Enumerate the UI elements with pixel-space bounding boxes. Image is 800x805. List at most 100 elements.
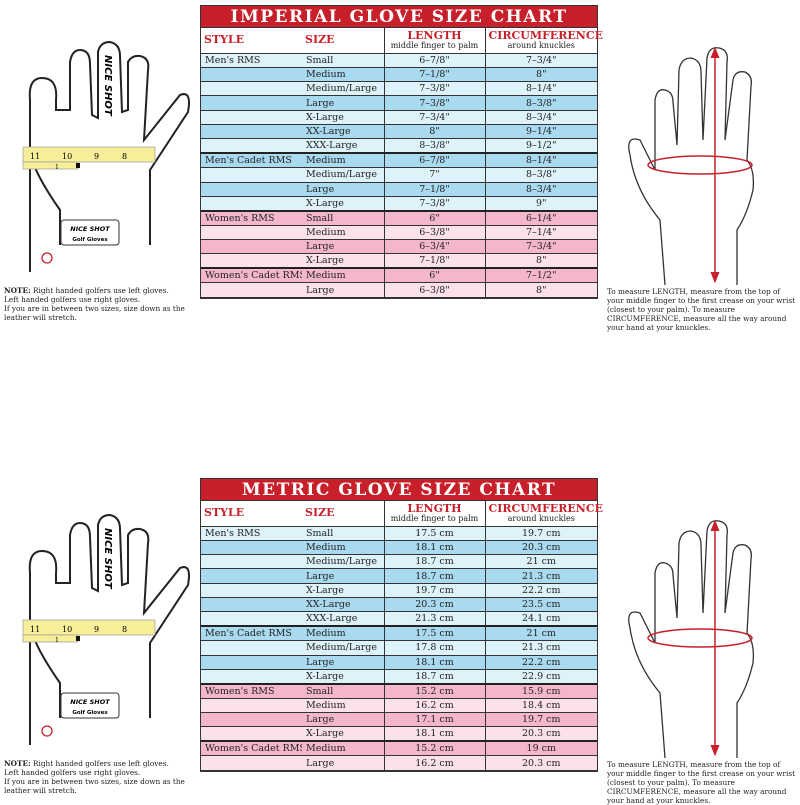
cell-circ: 21.3 cm xyxy=(484,568,597,584)
svg-text:10: 10 xyxy=(62,152,72,161)
cell-length: 18.1 cm xyxy=(383,655,485,670)
table-row: X-Large 7–1/8" 8" xyxy=(201,253,597,269)
cell-style xyxy=(201,640,302,656)
cell-length: 8" xyxy=(383,124,485,140)
header-size: SIZE xyxy=(302,28,384,54)
cell-length: 18.1 cm xyxy=(383,540,485,556)
cell-circ: 21.3 cm xyxy=(484,640,597,656)
hand-measure-illustration xyxy=(628,46,755,285)
cell-circ: 22.2 cm xyxy=(484,583,597,598)
glove-illustration: NICE SHOT 11 10 9 8 1 NICE SHOT Golf Gloves xyxy=(22,40,190,272)
table-row: X-Large 19.7 cm 22.2 cm xyxy=(201,583,597,598)
cell-size: Medium/Large xyxy=(302,81,384,97)
cell-circ: 8" xyxy=(484,67,597,83)
cell-circ: 22.9 cm xyxy=(484,669,597,685)
note-line: Left handed golfers use right gloves. xyxy=(4,295,141,304)
cell-style: Women's RMS xyxy=(201,682,302,699)
cell-size: Small xyxy=(302,526,384,541)
svg-text:8: 8 xyxy=(122,625,127,634)
cell-length: 18.7 cm xyxy=(383,568,485,584)
cell-style xyxy=(201,698,302,714)
table-row: Large 17.1 cm 19.7 cm xyxy=(201,712,597,728)
table-row: X-Large 7–3/8" 9" xyxy=(201,196,597,212)
table-row: Large 16.2 cm 20.3 cm xyxy=(201,755,597,771)
svg-text:10: 10 xyxy=(62,625,72,634)
table-row: Medium 18.1 cm 20.3 cm xyxy=(201,540,597,556)
note-text: NOTE: Right handed golfers use left glov… xyxy=(4,759,199,795)
cell-style xyxy=(201,95,302,111)
table-row: Large 6–3/4" 7–3/4" xyxy=(201,239,597,255)
cell-size: Medium xyxy=(302,67,384,83)
cell-size: Small xyxy=(302,209,384,226)
size-chart-table: METRIC GLOVE SIZE CHART STYLE SIZE LENGT… xyxy=(200,478,603,772)
cell-style xyxy=(201,568,302,584)
table-row: Large 7–1/8" 8–3/4" xyxy=(201,182,597,197)
cell-length: 17.5 cm xyxy=(383,625,485,642)
size-chart-table: IMPERIAL GLOVE SIZE CHART STYLE SIZE LEN… xyxy=(200,5,603,299)
cell-size: Medium xyxy=(302,225,384,241)
cell-circ: 20.3 cm xyxy=(484,726,597,742)
cell-length: 7–3/8" xyxy=(383,81,485,97)
cell-size: X-Large xyxy=(302,110,384,125)
cell-length: 19.7 cm xyxy=(383,583,485,598)
cell-circ: 8–1/4" xyxy=(484,152,597,169)
cell-circ: 23.5 cm xyxy=(484,597,597,613)
cell-style xyxy=(201,583,302,598)
table-row: Medium/Large 17.8 cm 21.3 cm xyxy=(201,640,597,656)
svg-text:11: 11 xyxy=(30,625,40,634)
table-row: Women's Cadet RMS Medium 15.2 cm 19 cm xyxy=(201,740,597,757)
cell-circ: 15.9 cm xyxy=(484,682,597,699)
svg-text:11: 11 xyxy=(30,152,40,161)
cell-circ: 7–3/4" xyxy=(484,53,597,68)
cell-style xyxy=(201,182,302,197)
header-length: LENGTH middle finger to palm xyxy=(383,501,485,527)
cell-length: 7–1/8" xyxy=(383,182,485,197)
cell-style xyxy=(201,726,302,742)
cell-size: XXX-Large xyxy=(302,138,384,154)
cell-style xyxy=(201,611,302,627)
svg-text:NICE SHOT: NICE SHOT xyxy=(102,528,113,590)
cell-style xyxy=(201,167,302,183)
table-row: Men's RMS Small 17.5 cm 19.7 cm xyxy=(201,526,597,541)
cell-style xyxy=(201,712,302,728)
table-row: Men's Cadet RMS Medium 17.5 cm 21 cm xyxy=(201,625,597,642)
note-line: If you are in between two sizes, size do… xyxy=(4,777,185,795)
cell-style xyxy=(201,225,302,241)
cell-length: 18.7 cm xyxy=(383,669,485,685)
table-row: XXX-Large 8–3/8" 9–1/2" xyxy=(201,138,597,154)
measure-instructions: To measure LENGTH, measure from the top … xyxy=(607,287,796,332)
svg-text:NICE SHOT: NICE SHOT xyxy=(102,55,113,117)
cell-circ: 7–3/4" xyxy=(484,239,597,255)
glove-finger-logo: NICE SHOT xyxy=(102,55,113,117)
header-circumference: CIRCUMFERENCE around knuckles xyxy=(484,28,603,54)
cell-size: X-Large xyxy=(302,253,384,269)
note-label: NOTE: xyxy=(4,286,31,295)
table-row: Medium/Large 7–3/8" 8–1/4" xyxy=(201,81,597,97)
cell-length: 8–3/8" xyxy=(383,138,485,154)
svg-text:Golf Gloves: Golf Gloves xyxy=(72,710,108,716)
cell-style: Men's Cadet RMS xyxy=(201,152,302,169)
cell-style xyxy=(201,196,302,212)
cell-circ: 7–1/4" xyxy=(484,225,597,241)
cell-size: Medium/Large xyxy=(302,554,384,570)
glove-illustration: NICE SHOT 11 10 9 8 1 NICE SHOT Golf Gloves xyxy=(22,513,190,745)
table-row: X-Large 18.1 cm 20.3 cm xyxy=(201,726,597,742)
cell-style xyxy=(201,253,302,269)
cell-style xyxy=(201,655,302,670)
cell-circ: 8" xyxy=(484,253,597,269)
cell-circ: 9–1/4" xyxy=(484,124,597,140)
cell-length: 6–3/8" xyxy=(383,225,485,241)
cell-size: X-Large xyxy=(302,583,384,598)
cell-size: Medium xyxy=(302,152,384,169)
cell-length: 15.2 cm xyxy=(383,682,485,699)
cell-circ: 22.2 cm xyxy=(484,655,597,670)
cell-style xyxy=(201,124,302,140)
cell-style xyxy=(201,138,302,154)
cell-circ: 20.3 cm xyxy=(484,540,597,556)
cell-style xyxy=(201,239,302,255)
cell-circ: 7–1/2" xyxy=(484,267,597,284)
note-line: Left handed golfers use right gloves. xyxy=(4,768,141,777)
cell-length: 7–3/8" xyxy=(383,95,485,111)
cell-length: 16.2 cm xyxy=(383,755,485,771)
svg-text:9: 9 xyxy=(94,625,99,634)
